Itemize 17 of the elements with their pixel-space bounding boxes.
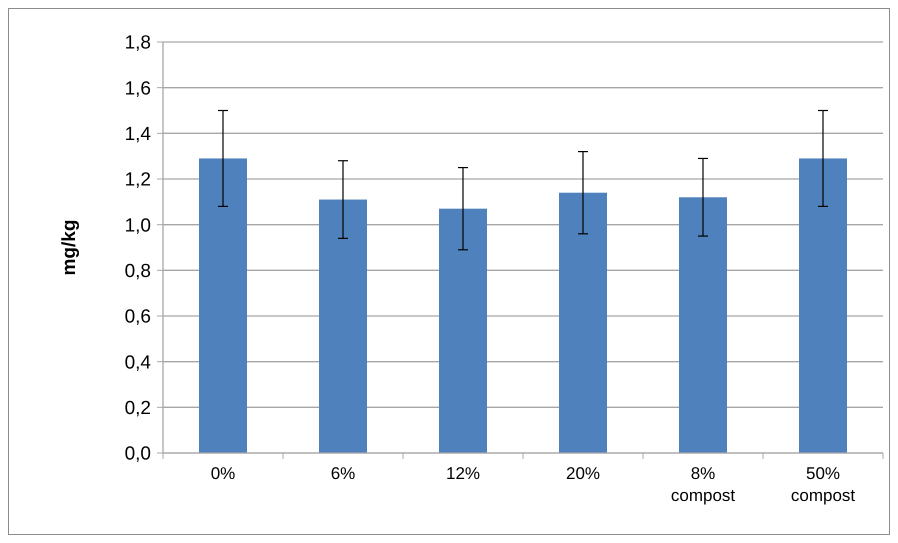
x-tick-label: 12% — [446, 464, 480, 483]
y-axis-title: mg/kg — [59, 220, 80, 276]
x-tick-label: 20% — [566, 464, 600, 483]
y-tick-label: 0,4 — [124, 352, 152, 374]
y-tick-label: 1,4 — [124, 124, 152, 145]
x-tick-label: 50% compost — [790, 464, 856, 505]
y-tick-label: 1,6 — [124, 78, 151, 100]
y-tick-label: 0,8 — [124, 260, 151, 282]
y-tick-label: 0,6 — [124, 306, 151, 328]
y-tick-label: 1,8 — [124, 32, 151, 54]
x-tick-label: 6% — [330, 464, 356, 483]
x-tick-label: 0% — [210, 464, 236, 483]
y-tick-label: 1,2 — [124, 170, 151, 191]
x-tick-label: 8% compost — [670, 464, 736, 505]
y-tick-label: 1,0 — [124, 215, 151, 236]
y-tick-label: 0,0 — [124, 444, 151, 465]
y-tick-label: 0,2 — [124, 398, 151, 419]
